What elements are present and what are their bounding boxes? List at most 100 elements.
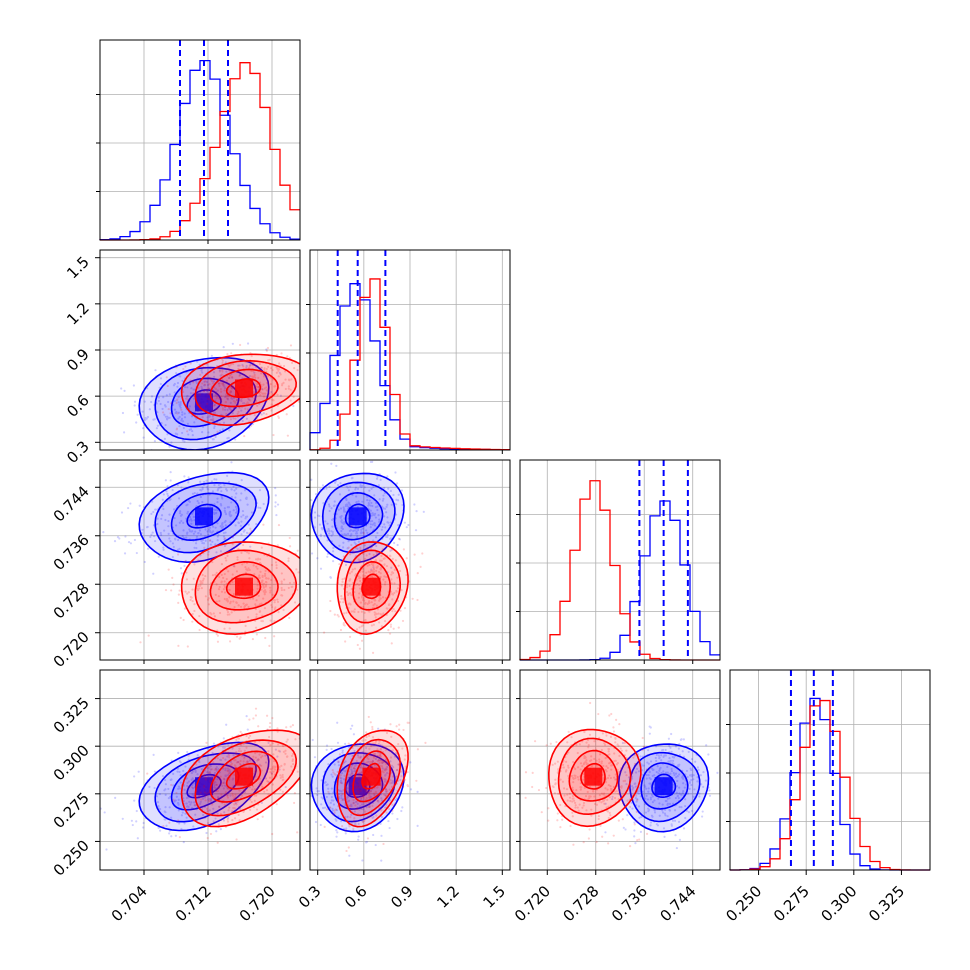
scatter-point [382, 557, 385, 560]
scatter-point [279, 788, 282, 791]
scatter-point [232, 509, 235, 512]
scatter-point [341, 527, 345, 531]
x-tick-label: 0.720 [511, 882, 554, 925]
scatter-point [280, 352, 283, 355]
scatter-point [247, 398, 251, 401]
scatter-point [402, 548, 405, 551]
scatter-point [338, 563, 341, 566]
scatter-point [220, 395, 223, 398]
scatter-point [290, 361, 294, 364]
scatter-point [660, 771, 663, 775]
scatter-point [617, 797, 620, 801]
scatter-point [205, 479, 208, 482]
scatter-point [212, 404, 216, 407]
scatter-point [243, 434, 246, 438]
scatter-point [276, 393, 279, 396]
scatter-point [163, 529, 166, 532]
scatter-point [566, 799, 569, 802]
scatter-point [583, 756, 586, 760]
scatter-point [215, 783, 218, 786]
scatter-point [285, 413, 288, 416]
scatter-point [583, 730, 586, 733]
scatter-point [223, 580, 226, 583]
scatter-point [377, 759, 380, 762]
scatter-point [375, 569, 378, 572]
scatter-point [289, 344, 293, 347]
scatter-point [379, 613, 382, 616]
scatter-point [621, 818, 624, 821]
scatter-point [352, 819, 356, 822]
scatter-point [215, 768, 218, 771]
scatter-point [224, 361, 227, 364]
scatter-point [162, 824, 165, 828]
scatter-point [297, 571, 300, 574]
scatter-point [371, 570, 374, 573]
scatter-point [153, 535, 156, 538]
scatter-point [374, 613, 377, 616]
scatter-point [383, 793, 386, 796]
scatter-point [367, 504, 370, 507]
scatter-point [223, 408, 227, 411]
scatter-point [389, 537, 392, 540]
scatter-point [367, 742, 370, 745]
scatter-point [330, 747, 333, 751]
scatter-point [378, 807, 381, 810]
scatter-point [340, 525, 344, 528]
density-core-blue [195, 507, 213, 526]
scatter-point [341, 521, 344, 524]
y-tick-label: 0.736 [50, 531, 93, 574]
scatter-point [609, 814, 612, 817]
scatter-point [277, 749, 280, 752]
scatter-point [375, 554, 378, 557]
scatter-point [218, 369, 221, 372]
scatter-point [321, 806, 325, 810]
scatter-point [221, 382, 225, 385]
scatter-point [346, 486, 349, 489]
scatter-point [692, 795, 695, 798]
scatter-point [678, 742, 681, 746]
scatter-point [246, 568, 249, 572]
scatter-point [374, 559, 378, 562]
scatter-point [371, 727, 374, 731]
scatter-point [216, 640, 220, 643]
scatter-point [631, 771, 634, 775]
scatter-point [376, 531, 379, 535]
scatter-point [230, 514, 233, 517]
scatter-point [178, 404, 182, 408]
scatter-point [569, 824, 572, 828]
scatter-point [281, 779, 284, 782]
scatter-point [578, 803, 581, 806]
scatter-point [640, 815, 643, 819]
scatter-point [639, 830, 643, 833]
scatter-point [670, 750, 673, 753]
scatter-point [232, 592, 235, 596]
scatter-point [281, 790, 284, 793]
scatter-point [345, 849, 348, 853]
scatter-point [364, 739, 367, 742]
scatter-point [661, 811, 665, 814]
scatter-point [197, 559, 200, 562]
scatter-point [344, 742, 347, 745]
scatter-point [202, 480, 206, 484]
scatter-point [158, 808, 162, 811]
scatter-point [385, 790, 389, 793]
scatter-point [331, 532, 335, 536]
scatter-point [212, 438, 215, 441]
scatter-point [198, 529, 201, 532]
scatter-point [381, 776, 384, 779]
scatter-point [190, 387, 193, 390]
scatter-point [346, 800, 349, 803]
scatter-point [329, 609, 332, 613]
scatter-point [702, 771, 705, 774]
x-tick-label: 0.728 [559, 882, 602, 925]
scatter-point [239, 524, 242, 527]
scatter-point [133, 404, 136, 407]
scatter-point [245, 497, 248, 500]
scatter-point [377, 742, 380, 745]
scatter-point [603, 802, 606, 805]
scatter-point [341, 798, 345, 801]
scatter-point [379, 568, 382, 571]
scatter-point [216, 501, 219, 504]
scatter-point [346, 791, 349, 794]
scatter-point [227, 743, 230, 746]
